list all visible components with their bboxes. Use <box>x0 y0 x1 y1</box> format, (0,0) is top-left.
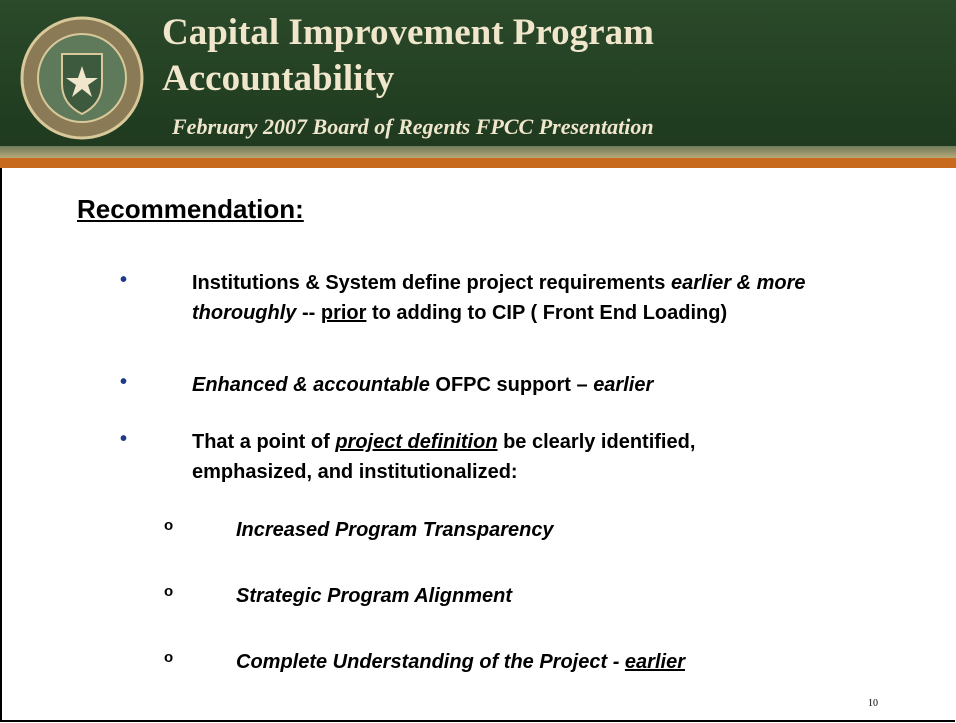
bullet-text: That a point of project definition be cl… <box>192 427 695 487</box>
text-line: Institutions & System define project req… <box>192 268 806 298</box>
text-run: Strategic Program Alignment <box>236 585 512 607</box>
text-run: prior <box>320 302 367 324</box>
bullet-marker: • <box>120 428 128 450</box>
bullet-marker: • <box>120 269 128 291</box>
text-run: Increased Program Transparency <box>236 519 554 541</box>
title: Capital Improvement Program Accountabili… <box>162 12 654 99</box>
page-number: 10 <box>868 698 878 709</box>
text-line: That a point of project definition be cl… <box>192 427 695 457</box>
header-stripe <box>0 158 956 168</box>
text-run: -- <box>296 302 321 324</box>
seal <box>20 16 144 140</box>
heading: Recommendation: <box>77 194 304 224</box>
text-run: Enhanced & accountable <box>192 374 430 396</box>
bullet-text: Institutions & System define project req… <box>192 268 806 328</box>
sub-bullet-marker: o <box>164 583 174 600</box>
text-run: emphasized, and institutionalized: <box>192 461 518 483</box>
sub-bullet-marker: o <box>164 517 174 534</box>
sub-bullet-text: Increased Program Transparency <box>236 519 554 542</box>
slide-frame <box>0 168 955 722</box>
text-run: Complete Understanding of the Project - <box>236 651 625 673</box>
bullet-text: Enhanced & accountable OFPC support – ea… <box>192 370 653 400</box>
text-run: thoroughly <box>192 302 297 324</box>
sub-bullet-text: Complete Understanding of the Project - … <box>236 651 685 674</box>
text-run: be clearly identified, <box>497 431 696 453</box>
header-band <box>0 146 956 158</box>
text-line: thoroughly -- prior to adding to CIP ( F… <box>192 298 806 328</box>
text-run: earlier & more <box>670 272 806 294</box>
text-line: Enhanced & accountable OFPC support – ea… <box>192 370 653 400</box>
header <box>0 0 956 146</box>
text-run: to adding to CIP ( Front End Loading) <box>366 302 728 324</box>
text-line: emphasized, and institutionalized: <box>192 457 695 487</box>
text-run: OFPC support – <box>429 374 594 396</box>
text-run: Institutions & System define project req… <box>192 272 671 294</box>
text-run: earlier <box>624 651 685 673</box>
bullet-marker: • <box>120 371 128 393</box>
text-run: That a point of <box>192 431 336 453</box>
subtitle: February 2007 Board of Regents FPCC Pres… <box>172 114 654 139</box>
sub-bullet-text: Strategic Program Alignment <box>236 585 512 608</box>
sub-bullet-marker: o <box>164 649 174 666</box>
text-run: earlier <box>593 374 654 396</box>
text-run: project definition <box>335 431 498 453</box>
